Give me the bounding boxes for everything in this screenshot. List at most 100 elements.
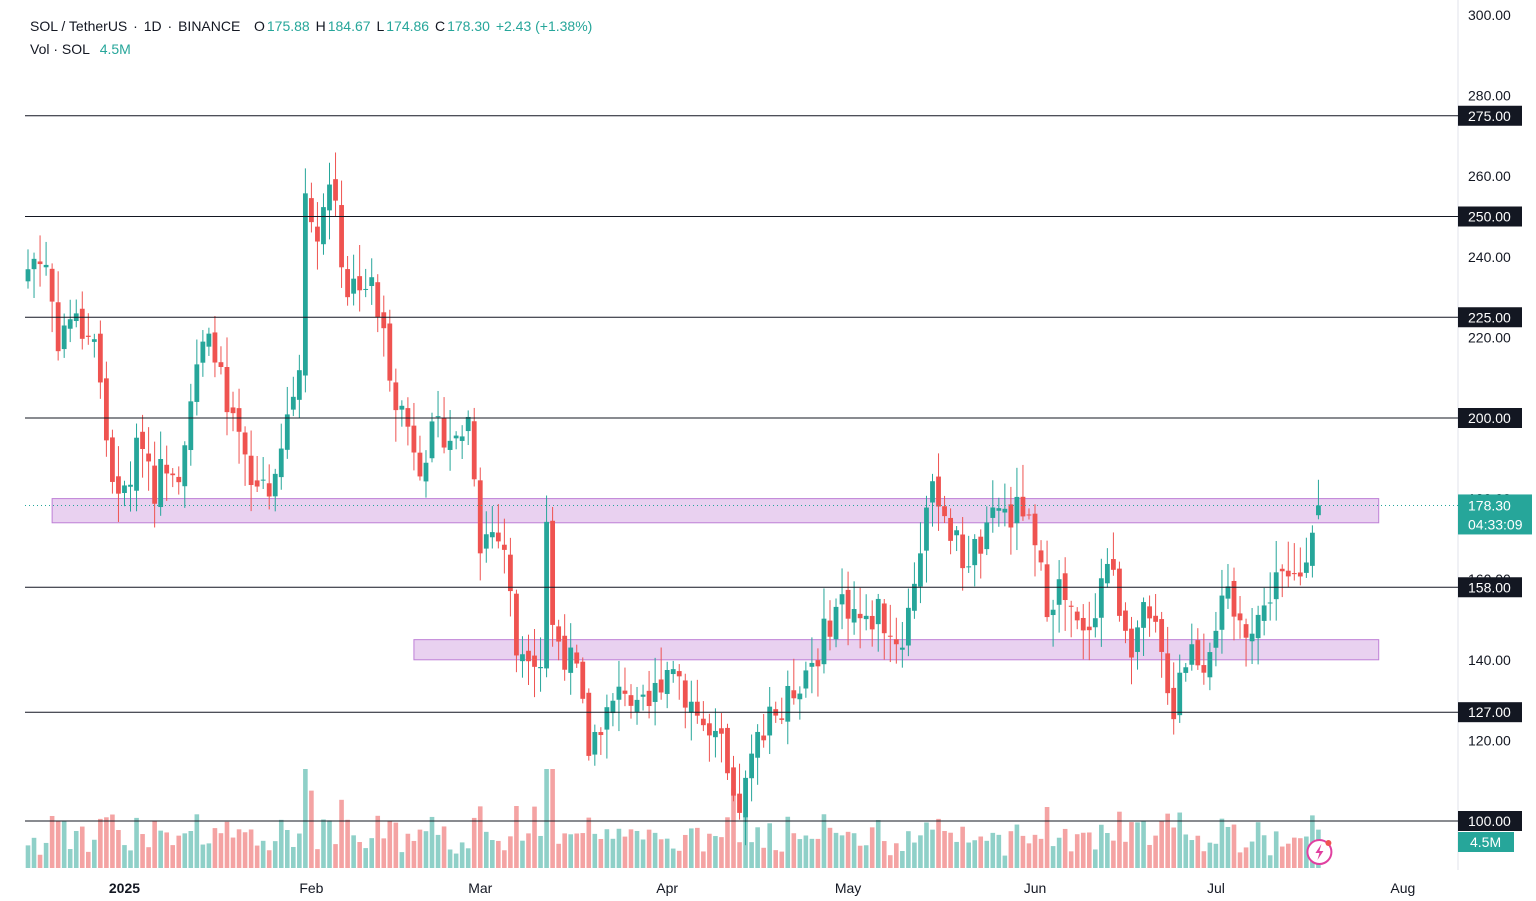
volume-bar [900, 850, 905, 868]
volume-bar [1032, 834, 1038, 868]
candle-body [990, 507, 996, 518]
candle-body [55, 302, 61, 352]
candle-body [230, 407, 236, 414]
change-value: +2.43 (+1.38%) [495, 18, 593, 34]
lightning-bolt [1315, 844, 1324, 860]
volume-bar [779, 851, 785, 868]
candle-body [393, 382, 399, 411]
candle-body [912, 583, 917, 611]
candle-body [1165, 653, 1171, 694]
volume-bar [405, 833, 411, 868]
level-badge-label: 127.00 [1468, 704, 1511, 720]
candle-body [743, 777, 748, 818]
volume-bar [272, 841, 278, 868]
candle-body [1008, 504, 1014, 528]
volume-bar [1050, 846, 1056, 868]
volume-bar [646, 829, 652, 868]
candle-body [302, 193, 308, 376]
volume-bar [1213, 843, 1219, 868]
candle-body [719, 728, 724, 734]
volume-bar [254, 845, 260, 868]
volume-bar [767, 823, 772, 868]
candle-body [345, 269, 350, 298]
candle-body [1098, 578, 1104, 618]
level-badge [1458, 105, 1522, 126]
candle-body [1316, 505, 1321, 516]
candle-body [948, 517, 953, 541]
volume-bar [851, 833, 857, 868]
candle-body [25, 269, 31, 282]
candle-body [640, 694, 646, 697]
candle-body [321, 207, 326, 245]
candle-body [339, 205, 344, 268]
candle-body [182, 445, 188, 487]
y-tick-label: 240.00 [1468, 249, 1511, 265]
volume-badge [1458, 832, 1514, 852]
candle-body [501, 544, 507, 550]
volume-bar [1123, 841, 1128, 868]
candle-body [544, 521, 549, 669]
volume-bar [496, 840, 501, 868]
candle-body [936, 476, 941, 507]
volume-bar [309, 790, 314, 868]
candle-body [1273, 572, 1279, 600]
candle-body [387, 323, 393, 381]
volume-label[interactable]: Vol · SOL [30, 41, 90, 57]
candle-body [598, 732, 604, 736]
volume-bar [447, 849, 453, 868]
candle-body [134, 437, 139, 491]
candle-body [284, 414, 290, 450]
candle-body [164, 464, 170, 474]
candle-body [1135, 627, 1140, 652]
candle-body [972, 538, 978, 566]
volume-bar [182, 833, 188, 868]
volume-bar [749, 842, 754, 868]
candle-body [899, 647, 905, 650]
volume-bar [1219, 818, 1225, 868]
candle-body [520, 654, 525, 662]
level-badge-label: 200.00 [1468, 410, 1511, 426]
volume-bar [1261, 835, 1267, 868]
candle-body [272, 473, 278, 497]
candle-body [996, 508, 1002, 511]
volume-bar [490, 840, 495, 868]
volume-bar [248, 829, 254, 868]
x-tick-label: Aug [1390, 880, 1415, 896]
volume-bar [532, 806, 537, 868]
candle-body [568, 647, 574, 673]
candle-body [495, 532, 501, 542]
volume-bar [797, 839, 803, 868]
candle-body [1309, 532, 1315, 566]
candle-body [1303, 562, 1309, 573]
candle-body [893, 639, 899, 645]
candle-body [1086, 626, 1092, 631]
volume-bar [972, 840, 978, 868]
candle-body [471, 421, 477, 480]
volume-bar [1099, 824, 1104, 868]
candle-body [1261, 605, 1267, 621]
lightning-icon[interactable] [1306, 839, 1333, 865]
volume-bar [1225, 826, 1231, 868]
volume-bar [508, 836, 513, 868]
volume-bar [1237, 852, 1243, 868]
candle-body [616, 686, 622, 700]
high-value: 184.67 [327, 18, 371, 34]
volume-bar [146, 847, 151, 868]
volume-bar [695, 827, 700, 868]
volume-bar [140, 834, 145, 868]
volume-bar [1195, 835, 1201, 868]
candle-body [646, 690, 652, 707]
interval-label[interactable]: 1D [143, 18, 162, 34]
candle-body [206, 333, 212, 347]
candle-body [761, 735, 767, 741]
volume-bar [755, 827, 760, 868]
candle-body [453, 435, 459, 439]
volume-bar [658, 839, 664, 868]
candle-body [405, 408, 411, 427]
candle-body [242, 432, 248, 455]
volume-bar [604, 829, 610, 868]
symbol-name[interactable]: SOL / TetherUS [30, 18, 128, 34]
volume-bar [1165, 813, 1170, 868]
candle-body [194, 364, 200, 402]
